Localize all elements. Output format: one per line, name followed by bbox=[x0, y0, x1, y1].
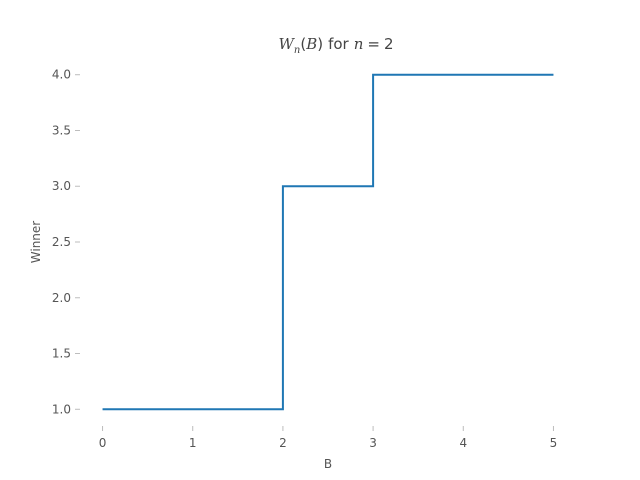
y-tick-label: 1.5 bbox=[52, 347, 71, 361]
title-symbol: W bbox=[278, 35, 295, 53]
chart-title: Wn(B) for n = 2 bbox=[278, 35, 393, 56]
y-tick-label: 2.5 bbox=[52, 235, 71, 249]
x-tick-label: 1 bbox=[189, 436, 197, 450]
y-tick-label: 3.5 bbox=[52, 123, 71, 137]
title-subscript: n bbox=[294, 45, 300, 56]
y-tick-label: 1.0 bbox=[52, 402, 71, 416]
y-tick-label: 3.0 bbox=[52, 179, 71, 193]
y-tick-label: 4.0 bbox=[52, 68, 71, 82]
x-axis: 0 1 2 3 4 5 bbox=[99, 426, 558, 450]
y-axis: 1.0 1.5 2.0 2.5 3.0 3.5 4.0 bbox=[52, 68, 80, 416]
title-equals: = bbox=[367, 35, 380, 53]
series-group bbox=[102, 73, 554, 411]
x-axis-label: B bbox=[324, 457, 332, 471]
y-axis-label: Winner bbox=[29, 221, 43, 264]
x-tick-label: 0 bbox=[99, 436, 107, 450]
title-argument: B bbox=[305, 35, 317, 53]
title-open-paren: ( bbox=[300, 35, 306, 53]
x-tick-label: 2 bbox=[279, 436, 287, 450]
title-connector: for bbox=[328, 35, 349, 53]
title-value: 2 bbox=[384, 35, 394, 53]
x-tick-label: 5 bbox=[550, 436, 558, 450]
title-close-paren: ) bbox=[317, 35, 323, 53]
title-variable: n bbox=[354, 35, 364, 53]
series-line bbox=[102, 73, 554, 411]
x-tick-label: 4 bbox=[459, 436, 467, 450]
y-tick-label: 2.0 bbox=[52, 291, 71, 305]
plot-background bbox=[80, 58, 576, 426]
x-tick-label: 3 bbox=[369, 436, 377, 450]
